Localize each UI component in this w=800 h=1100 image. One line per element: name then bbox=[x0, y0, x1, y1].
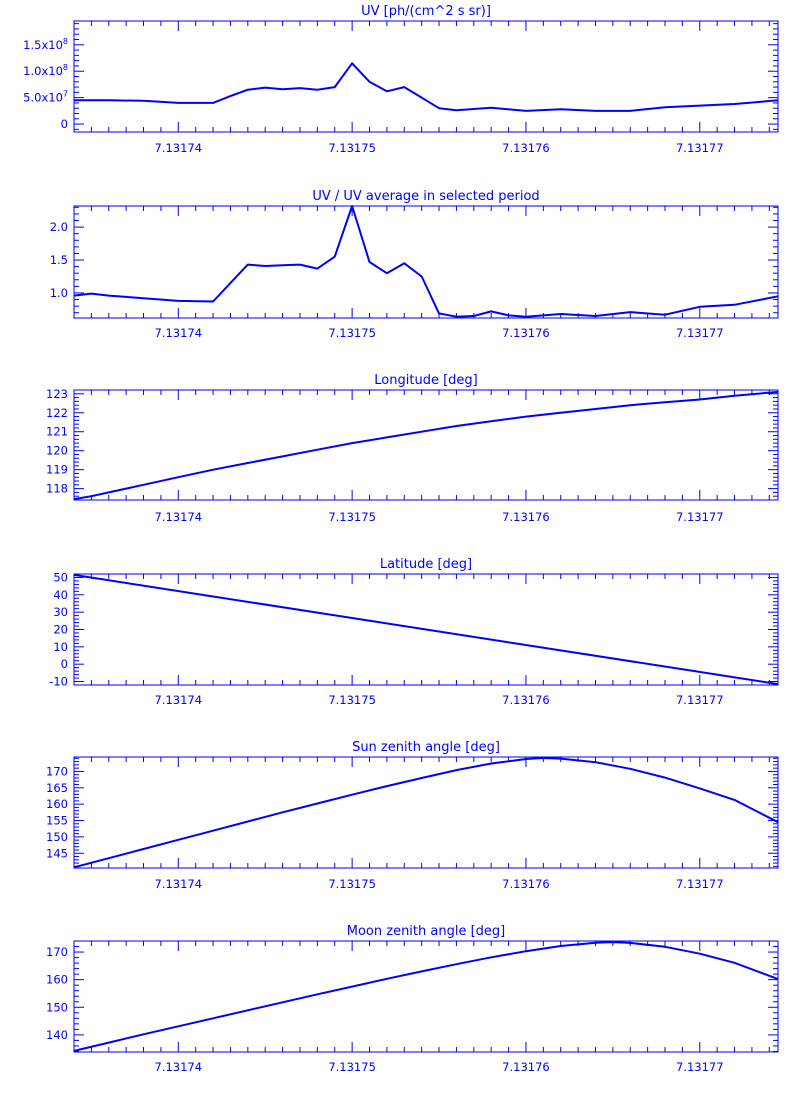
series-line bbox=[73, 573, 779, 686]
x-tick-label: 7.13177 bbox=[676, 693, 724, 707]
y-tick-label: 118 bbox=[46, 482, 68, 496]
y-tick-label: 150 bbox=[46, 830, 68, 844]
panel-title: UV [ph/(cm^2 s sr)] bbox=[361, 4, 491, 19]
x-tick-label: 7.13176 bbox=[502, 326, 550, 340]
x-tick-label: 7.13174 bbox=[155, 326, 203, 340]
y-tick-label: 119 bbox=[46, 463, 68, 477]
series-line bbox=[73, 205, 779, 318]
x-tick-label: 7.13176 bbox=[502, 141, 550, 155]
y-tick-label: 30 bbox=[53, 605, 68, 619]
panel-3: Longitude [deg] 7.13174 7.13175 7.13176 7.13… bbox=[46, 373, 779, 524]
x-tick-label: 7.13175 bbox=[328, 326, 376, 340]
plot-frame bbox=[73, 205, 779, 319]
y-tick-label: 150 bbox=[46, 1000, 68, 1014]
panel-title: Latitude [deg] bbox=[380, 557, 472, 572]
x-tick-label: 7.13177 bbox=[676, 1060, 724, 1074]
x-tick-label: 7.13174 bbox=[155, 693, 203, 707]
x-tick-label: 7.13177 bbox=[676, 141, 724, 155]
y-tick-label: 1.5 bbox=[50, 253, 68, 267]
x-tick-label: 7.13175 bbox=[328, 693, 376, 707]
y-tick-label: 20 bbox=[53, 623, 68, 637]
y-tick-label: 2.0 bbox=[50, 220, 68, 234]
x-tick-label: 7.13176 bbox=[502, 1060, 550, 1074]
x-tick-label: 7.13175 bbox=[328, 510, 376, 524]
panel-1: UV [ph/(cm^2 s sr)] 7.13174 7.13175 7.13176… bbox=[23, 4, 779, 155]
x-tick-label: 7.13174 bbox=[155, 510, 203, 524]
plot-frame bbox=[73, 389, 779, 501]
y-tick-label: 170 bbox=[46, 764, 68, 778]
x-tick-label: 7.13175 bbox=[328, 877, 376, 891]
y-tick-label: 122 bbox=[46, 406, 68, 420]
x-tick-label: 7.13176 bbox=[502, 877, 550, 891]
series-line bbox=[74, 62, 779, 112]
x-tick-label: 7.13174 bbox=[155, 141, 203, 155]
panel-5: Sun zenith angle [deg] 7.13174 7.13175 7.13… bbox=[46, 740, 779, 891]
panel-title: UV / UV average in selected period bbox=[312, 189, 539, 204]
y-tick-label: 1.0 bbox=[50, 286, 68, 300]
panel-4: Latitude [deg] 7.13174 7.13175 7.13176 7.131… bbox=[49, 557, 779, 707]
plot-frame bbox=[73, 940, 779, 1053]
plot-frame bbox=[73, 20, 779, 133]
x-tick-label: 7.13174 bbox=[155, 877, 203, 891]
y-tick-label: 1.5x108 bbox=[23, 37, 68, 52]
y-tick-label: 120 bbox=[46, 444, 68, 458]
series-line bbox=[73, 941, 779, 1052]
panel-title: Longitude [deg] bbox=[374, 373, 477, 388]
y-tick-label: 1.0x108 bbox=[23, 63, 68, 78]
y-tick-label: 165 bbox=[46, 781, 68, 795]
y-tick-label: 121 bbox=[46, 425, 68, 439]
x-tick-label: 7.13177 bbox=[676, 510, 724, 524]
y-tick-label: 40 bbox=[53, 588, 68, 602]
y-tick-label: 145 bbox=[46, 846, 68, 860]
y-tick-label: 170 bbox=[46, 945, 68, 959]
x-tick-label: 7.13175 bbox=[328, 141, 376, 155]
x-tick-label: 7.13176 bbox=[502, 693, 550, 707]
x-tick-label: 7.13175 bbox=[328, 1060, 376, 1074]
y-tick-label: 160 bbox=[46, 973, 68, 987]
y-tick-label: 160 bbox=[46, 797, 68, 811]
panel-6: Moon zenith angle [deg] 7.13174 7.13175 7.1… bbox=[46, 924, 779, 1074]
x-tick-label: 7.13177 bbox=[676, 877, 724, 891]
y-tick-label: 155 bbox=[46, 814, 68, 828]
panel-2: UV / UV average in selected period 7.1317… bbox=[50, 189, 779, 340]
panel-title: Sun zenith angle [deg] bbox=[352, 740, 500, 755]
y-tick-label: 10 bbox=[53, 640, 68, 654]
series-line bbox=[73, 390, 779, 501]
series-line bbox=[73, 757, 779, 869]
y-tick-label: 5.0x107 bbox=[23, 90, 68, 105]
x-tick-label: 7.13176 bbox=[502, 510, 550, 524]
panel-title: Moon zenith angle [deg] bbox=[347, 924, 505, 939]
y-tick-label: -10 bbox=[49, 675, 68, 689]
plot-frame bbox=[73, 756, 779, 869]
x-tick-label: 7.13174 bbox=[155, 1060, 203, 1074]
x-tick-label: 7.13177 bbox=[676, 326, 724, 340]
y-tick-label: 0 bbox=[61, 117, 68, 131]
y-tick-label: 0 bbox=[61, 657, 68, 671]
y-tick-label: 123 bbox=[46, 387, 68, 401]
y-tick-label: 50 bbox=[53, 570, 68, 584]
y-tick-label: 140 bbox=[46, 1028, 68, 1042]
